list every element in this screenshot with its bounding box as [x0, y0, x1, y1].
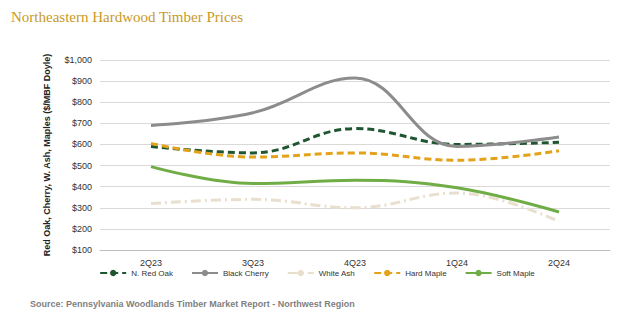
svg-text:2Q24: 2Q24: [548, 258, 570, 268]
svg-text:$900: $900: [72, 76, 92, 86]
svg-text:Black Cherry: Black Cherry: [223, 269, 269, 278]
svg-text:3Q23: 3Q23: [242, 258, 264, 268]
svg-text:4Q23: 4Q23: [344, 258, 366, 268]
svg-text:$700: $700: [72, 118, 92, 128]
svg-text:$1,000: $1,000: [64, 55, 92, 65]
svg-text:N. Red Oak: N. Red Oak: [131, 269, 174, 278]
svg-text:$400: $400: [72, 182, 92, 192]
svg-text:Northeastern Hardwood Timber P: Northeastern Hardwood Timber Prices: [11, 9, 243, 25]
svg-text:Source: Pennsylvania Woodlands: Source: Pennsylvania Woodlands Timber Ma…: [30, 299, 355, 309]
svg-text:$300: $300: [72, 203, 92, 213]
svg-text:1Q24: 1Q24: [446, 258, 468, 268]
svg-text:Red Oak, Cherry, W. Ash, Maple: Red Oak, Cherry, W. Ash, Maples ($/MBF D…: [42, 54, 52, 257]
svg-text:$600: $600: [72, 139, 92, 149]
svg-text:Hard Maple: Hard Maple: [405, 269, 447, 278]
svg-text:White Ash: White Ash: [319, 269, 355, 278]
svg-text:$200: $200: [72, 224, 92, 234]
svg-text:$100: $100: [72, 245, 92, 255]
svg-text:Soft Maple: Soft Maple: [497, 269, 536, 278]
svg-text:$800: $800: [72, 97, 92, 107]
svg-text:$500: $500: [72, 161, 92, 171]
svg-text:2Q23: 2Q23: [140, 258, 162, 268]
